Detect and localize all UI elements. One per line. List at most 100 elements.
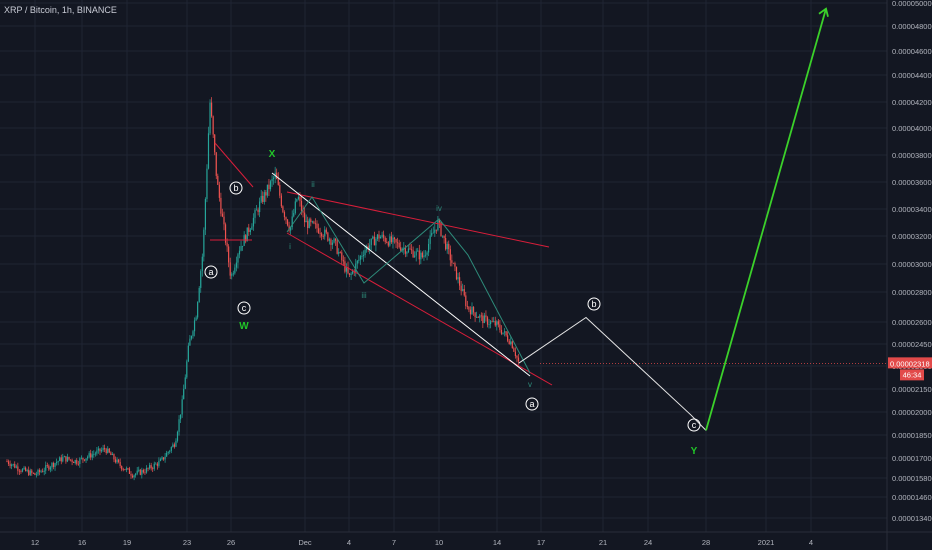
trendline-red[interactable] (214, 142, 254, 188)
candle-body (406, 251, 408, 254)
y-tick-label: 0.00003800 (892, 151, 932, 160)
candle-body (149, 465, 151, 469)
candle-body (330, 239, 332, 245)
candle-body (223, 216, 225, 225)
candle-body (232, 273, 234, 275)
candle-body (57, 461, 59, 463)
candle-body (429, 235, 431, 244)
candle-body (169, 450, 171, 452)
candle-body (421, 252, 423, 258)
current-price-label: 0.00002318 (890, 359, 930, 368)
candle-body (333, 238, 335, 243)
candle-body (441, 235, 444, 237)
candle-body (378, 234, 380, 239)
y-tick-label: 0.00001460 (892, 493, 932, 502)
candle-body (345, 267, 348, 272)
candle-body (135, 473, 137, 476)
candle-body (418, 250, 420, 260)
candle-body (197, 302, 199, 318)
wave-path-teal[interactable] (286, 196, 531, 374)
wave-label-i: i (289, 242, 291, 251)
candle-body (118, 459, 120, 462)
candle-body (384, 237, 386, 242)
candle-body (63, 456, 65, 458)
candle-body (105, 449, 107, 454)
wave-label-circle (237, 301, 251, 315)
y-tick-label: 0.00002000 (892, 408, 932, 417)
candle-body (139, 469, 141, 475)
candle-body (277, 178, 279, 185)
projection-path-green[interactable] (705, 8, 827, 431)
candle-body (324, 229, 326, 237)
current-price-badge[interactable] (888, 357, 932, 369)
candle-body (364, 250, 366, 256)
candle-body (107, 448, 109, 454)
candle-body (282, 206, 284, 213)
candle-body (497, 321, 499, 325)
projection-path-white[interactable] (518, 316, 707, 431)
candle-body (48, 465, 50, 470)
candle-body (297, 196, 299, 200)
candle-body (328, 239, 330, 241)
candle-body (510, 341, 512, 344)
candle-body (485, 315, 487, 318)
x-tick-label: 17 (537, 538, 545, 547)
candle-body (373, 236, 375, 246)
candle-body (490, 321, 492, 325)
candle-body (40, 471, 42, 473)
candle-body (141, 470, 143, 475)
candle-body (285, 217, 287, 220)
candle-body (116, 459, 118, 463)
candle-body (300, 200, 303, 212)
candle-body (437, 220, 439, 231)
candle-body (479, 315, 481, 318)
candle-body (251, 226, 253, 230)
candle-body (124, 469, 126, 471)
countdown-label: 46:34 (903, 370, 922, 379)
candle-body (93, 453, 95, 455)
candle-body (452, 262, 454, 264)
y-tick-label: 0.00002450 (892, 340, 932, 349)
x-tick-label: Dec (298, 538, 312, 547)
candle-body (152, 468, 154, 470)
candle-body (440, 222, 442, 236)
candle-body (31, 470, 33, 473)
x-tick-label: 28 (702, 538, 710, 547)
candle-body (83, 459, 86, 461)
candle-body (409, 248, 411, 250)
candle-body (77, 463, 79, 465)
wave-label-iii: iii (361, 291, 367, 300)
candle-body (209, 102, 211, 134)
trendline-red[interactable] (286, 232, 553, 386)
arrowhead-icon (818, 7, 829, 17)
candle-body (304, 212, 306, 223)
candle-body (313, 221, 315, 224)
candle-body (434, 229, 436, 233)
candle-body (128, 468, 131, 474)
wave-label-b2: b (591, 299, 596, 309)
candle-body (393, 237, 396, 240)
candle-body (341, 252, 343, 261)
candle-body (131, 475, 134, 478)
trendline-red[interactable] (286, 191, 550, 248)
candle-body (476, 317, 478, 318)
x-tick-label: 14 (493, 538, 501, 547)
wave-label-b1: b (233, 183, 238, 193)
candle-body (459, 277, 461, 286)
candle-body (200, 271, 202, 288)
candle-body (426, 252, 428, 255)
candle-body (147, 467, 149, 469)
candle-body (269, 181, 272, 190)
x-tick-label: 2021 (758, 538, 775, 547)
candle-body (424, 254, 427, 256)
candle-body (37, 469, 39, 475)
candle-body (322, 236, 324, 238)
candle-body (480, 315, 482, 317)
candle-body (211, 102, 213, 117)
trendline-white[interactable] (271, 172, 531, 377)
candle-body (215, 152, 217, 176)
candle-body (15, 466, 17, 468)
candle-body (471, 306, 473, 315)
